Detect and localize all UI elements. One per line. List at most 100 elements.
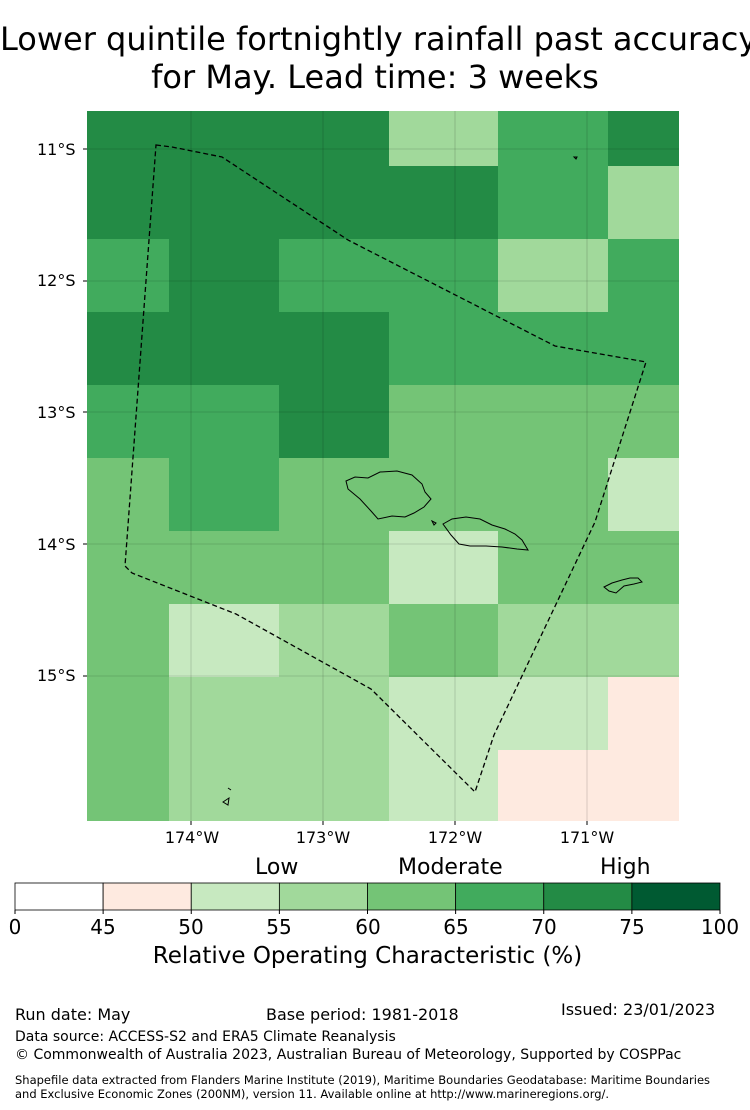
colorbar-tick-75: 75 xyxy=(619,915,645,939)
grid-cell xyxy=(87,385,169,458)
data-source: Data source: ACCESS-S2 and ERA5 Climate … xyxy=(15,1029,396,1045)
upolu-island xyxy=(442,516,529,551)
grid-cell xyxy=(389,312,498,385)
grid-cell xyxy=(87,604,169,677)
grid-cell xyxy=(169,239,279,312)
grid-cell xyxy=(389,111,498,166)
grid-cell xyxy=(87,677,169,750)
colorbar-caption: Relative Operating Characteristic (%) xyxy=(152,943,583,969)
grid-cell xyxy=(608,750,679,821)
shapefile-credit-line-1: Shapefile data extracted from Flanders M… xyxy=(15,1073,711,1087)
colorbar-swatch xyxy=(455,882,545,911)
grid-cell xyxy=(169,385,279,458)
grid-cell xyxy=(608,604,679,677)
wallis-islet xyxy=(222,796,230,806)
colorbar-swatch xyxy=(102,882,192,911)
colorbar-tick-0: 0 xyxy=(8,915,22,939)
colorbar-tick-70: 70 xyxy=(531,915,557,939)
graticule xyxy=(87,111,679,821)
grid-cell xyxy=(498,750,608,821)
grid-cell xyxy=(169,111,279,166)
manono-islet xyxy=(430,519,437,526)
grid-cell xyxy=(498,531,608,604)
grid-cell xyxy=(279,531,389,604)
grid-cell xyxy=(389,385,498,458)
grid-cell xyxy=(279,750,389,821)
futuna-islet xyxy=(227,787,232,791)
colorbar-tick-60: 60 xyxy=(355,915,381,939)
run-date: Run date: May xyxy=(15,1005,131,1024)
eez-boundary xyxy=(124,144,647,794)
grid-cell xyxy=(279,166,389,239)
grid-cell xyxy=(608,166,679,239)
grid-cell xyxy=(169,677,279,750)
grid-cell xyxy=(498,239,608,312)
colorbar xyxy=(14,882,721,914)
grid-cell xyxy=(608,531,679,604)
grid-cell xyxy=(279,677,389,750)
lat-label-12s: 12°S xyxy=(37,271,76,290)
grid-cell xyxy=(169,750,279,821)
copyright-notice: © Commonwealth of Australia 2023, Austra… xyxy=(15,1047,682,1063)
grid-cell xyxy=(389,166,498,239)
grid-cell xyxy=(608,458,679,531)
grid-cell xyxy=(279,111,389,166)
grid-cell xyxy=(87,166,169,239)
grid-cell xyxy=(279,312,389,385)
grid-cell xyxy=(87,111,169,166)
grid-cell xyxy=(389,750,498,821)
grid-cell xyxy=(608,385,679,458)
grid-cell xyxy=(169,166,279,239)
grid-cell xyxy=(87,750,169,821)
grid-cell xyxy=(498,458,608,531)
category-label-moderate: Moderate xyxy=(398,855,503,880)
grid-cell xyxy=(498,677,608,750)
base-period: Base period: 1981-2018 xyxy=(266,1005,459,1024)
lat-label-13s: 13°S xyxy=(37,403,76,422)
grid-cell xyxy=(389,677,498,750)
colorbar-swatch xyxy=(631,882,721,911)
category-label-low: Low xyxy=(255,855,299,880)
colorbar-tick-50: 50 xyxy=(178,915,204,939)
grid-cell xyxy=(498,111,608,166)
rainfall-accuracy-grid xyxy=(87,111,679,821)
grid-cell xyxy=(608,312,679,385)
map-title-line-2: for May. Lead time: 3 weeks xyxy=(151,58,599,96)
savaii-island xyxy=(345,470,432,520)
grid-cell xyxy=(389,239,498,312)
colorbar-tick-65: 65 xyxy=(443,915,469,939)
grid-cell xyxy=(608,677,679,750)
lat-label-11s: 11°S xyxy=(37,140,76,159)
swains-islet xyxy=(572,156,578,160)
issued-date: Issued: 23/01/2023 xyxy=(561,1000,716,1019)
lon-label-173w: 173°W xyxy=(295,828,351,847)
colorbar-tick-55: 55 xyxy=(266,915,292,939)
lon-label-174w: 174°W xyxy=(164,828,220,847)
colorbar-tick-100: 100 xyxy=(700,915,740,939)
grid-cell xyxy=(169,458,279,531)
grid-cell xyxy=(498,604,608,677)
colorbar-swatch xyxy=(367,882,457,911)
grid-cell xyxy=(608,111,679,166)
tutuila-island xyxy=(603,577,643,594)
grid-cell xyxy=(498,312,608,385)
colorbar-swatch xyxy=(543,882,633,911)
grid-cell xyxy=(169,312,279,385)
grid-cell xyxy=(169,604,279,677)
grid-cell xyxy=(87,312,169,385)
grid-cell xyxy=(87,239,169,312)
category-label-high: High xyxy=(600,855,651,880)
colorbar-tick-45: 45 xyxy=(90,915,116,939)
grid-cell xyxy=(389,531,498,604)
grid-cell xyxy=(169,531,279,604)
colorbar-swatch xyxy=(278,882,368,911)
grid-cell xyxy=(279,385,389,458)
lon-label-172w: 172°W xyxy=(427,828,483,847)
lat-label-14s: 14°S xyxy=(37,535,76,554)
grid-cell xyxy=(389,604,498,677)
map-title-line-1: Lower quintile fortnightly rainfall past… xyxy=(0,20,750,58)
lat-label-15s: 15°S xyxy=(37,666,76,685)
colorbar-swatch xyxy=(14,882,104,911)
shapefile-credit-line-2: and Exclusive Economic Zones (200NM), ve… xyxy=(15,1087,610,1101)
